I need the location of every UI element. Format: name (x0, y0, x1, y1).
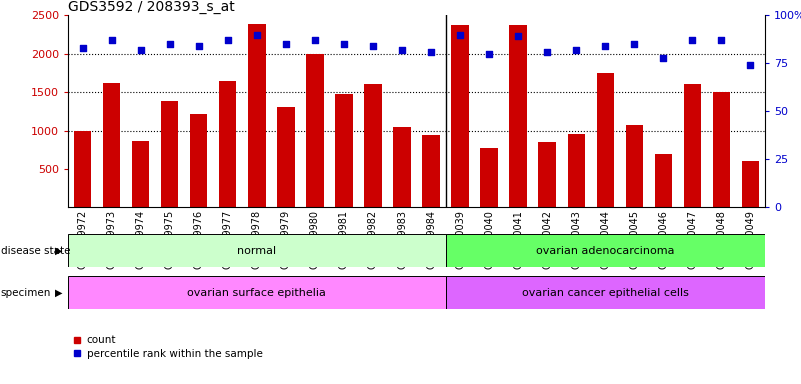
Bar (277, 107, 295, 207)
Text: specimen: specimen (1, 288, 51, 298)
Text: ovarian cancer epithelial cells: ovarian cancer epithelial cells (521, 288, 689, 298)
Point (483, 51, 496, 57)
Bar (481, 148, 497, 207)
Bar (445, 276, 765, 309)
Bar (445, 234, 765, 267)
Point (396, 47, 409, 53)
Point (308, 37, 321, 43)
Bar (742, 161, 759, 207)
Point (599, 43, 612, 49)
Text: normal: normal (237, 245, 276, 256)
Bar (103, 83, 120, 207)
Point (251, 31, 264, 38)
Bar (190, 114, 207, 207)
Point (135, 47, 147, 53)
Text: GDS3592 / 208393_s_at: GDS3592 / 208393_s_at (68, 0, 235, 14)
Point (105, 37, 118, 43)
Bar (132, 141, 149, 207)
Text: ovarian adenocarcinoma: ovarian adenocarcinoma (536, 245, 674, 256)
Bar (538, 142, 556, 207)
Point (280, 41, 292, 47)
Point (657, 55, 670, 61)
Point (425, 49, 437, 55)
Point (570, 47, 582, 53)
Bar (68, 276, 445, 309)
Bar (683, 84, 701, 207)
Bar (161, 101, 179, 207)
Bar (68, 234, 445, 267)
Point (453, 31, 466, 38)
Bar (509, 25, 527, 207)
Legend: count, percentile rank within the sample: count, percentile rank within the sample (74, 336, 263, 359)
Bar (248, 24, 266, 207)
Bar (306, 54, 324, 207)
Point (628, 41, 641, 47)
Bar (393, 127, 411, 207)
Text: ovarian surface epithelia: ovarian surface epithelia (187, 288, 326, 298)
Text: ▶: ▶ (54, 288, 62, 298)
Point (192, 43, 205, 49)
Bar (654, 154, 672, 207)
Bar (335, 94, 352, 207)
Text: ▶: ▶ (54, 245, 62, 256)
Point (744, 62, 757, 68)
Bar (597, 73, 614, 207)
Point (686, 37, 698, 43)
Bar (422, 135, 440, 207)
Point (715, 37, 728, 43)
Point (163, 41, 176, 47)
Bar (567, 134, 585, 207)
Point (221, 37, 234, 43)
Point (76, 45, 89, 51)
Point (512, 33, 525, 40)
Bar (626, 125, 643, 207)
Point (367, 43, 380, 49)
Text: disease state: disease state (1, 245, 70, 256)
Bar (713, 92, 731, 207)
Bar (219, 81, 236, 207)
Bar (451, 25, 469, 207)
Point (541, 49, 553, 55)
Bar (74, 131, 91, 207)
Bar (364, 84, 381, 207)
Point (337, 41, 350, 47)
